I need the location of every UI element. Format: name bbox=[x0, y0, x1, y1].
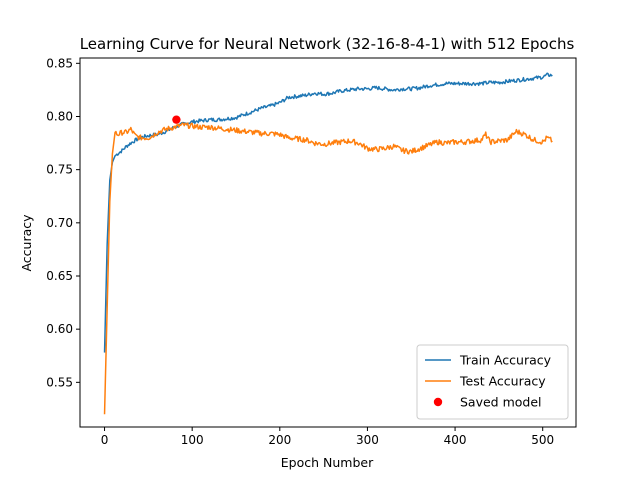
plot-frame bbox=[79, 57, 577, 428]
chart-title: Learning Curve for Neural Network (32-16… bbox=[80, 35, 575, 53]
plot-area bbox=[103, 72, 553, 415]
legend-entry-label: Test Accuracy bbox=[459, 374, 546, 389]
x-tick-label: 400 bbox=[444, 433, 467, 447]
series-group bbox=[103, 72, 553, 415]
legend-box bbox=[416, 344, 569, 420]
legend-entry-label: Saved model bbox=[460, 395, 542, 410]
legend-swatch bbox=[433, 397, 443, 407]
x-tick-label: 0 bbox=[101, 433, 109, 447]
axes: 0 100 200 300 400 500 0.55 0.60 0.65 0.70 0.75 0.80… bbox=[46, 56, 577, 447]
y-tick-label: 0.85 bbox=[46, 56, 73, 70]
y-tick-label: 0.75 bbox=[46, 163, 73, 177]
saved-model-point bbox=[172, 115, 181, 124]
y-tick-label: 0.60 bbox=[46, 322, 73, 336]
x-tick-label: 100 bbox=[181, 433, 204, 447]
y-axis-label: Accuracy bbox=[19, 214, 34, 272]
x-tick-label: 200 bbox=[268, 433, 291, 447]
series-line-test bbox=[103, 122, 553, 415]
y-tick-label: 0.65 bbox=[46, 269, 73, 283]
x-axis-label: Epoch Number bbox=[281, 455, 374, 470]
y-tick-label: 0.80 bbox=[46, 109, 73, 123]
legend: Train Accuracy Test Accuracy Saved model bbox=[416, 344, 569, 420]
y-tick-label: 0.70 bbox=[46, 216, 73, 230]
legend-entry-label: Train Accuracy bbox=[459, 353, 552, 368]
x-tick-label: 500 bbox=[531, 433, 554, 447]
y-tick-label: 0.55 bbox=[46, 375, 73, 389]
series-line-train bbox=[103, 72, 553, 353]
x-tick-label: 300 bbox=[356, 433, 379, 447]
